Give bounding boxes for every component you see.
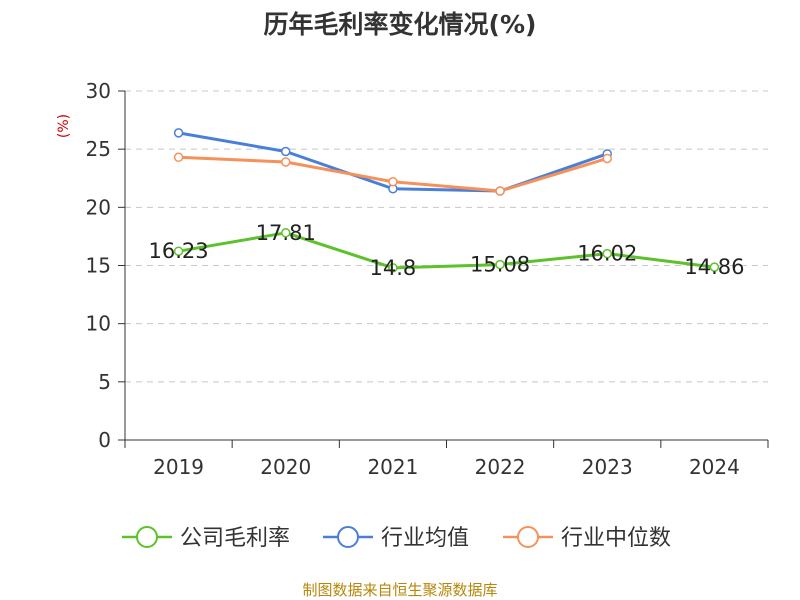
data-point (602, 153, 612, 164)
data-point (495, 259, 505, 270)
data-label: 17.81 (256, 221, 316, 245)
y-tick-label: 10 (86, 312, 111, 336)
data-point (388, 263, 398, 273)
y-tick-label: 30 (86, 79, 111, 103)
data-label: 15.08 (470, 253, 530, 277)
x-tick-label-2021: 2021 (367, 455, 418, 479)
data-point (709, 262, 720, 272)
data-point (602, 248, 612, 259)
data-labels: 16.23 17.81 14.8 15.08 16.02 14.86 (149, 221, 745, 280)
source-note: 制图数据来自恒生聚源数据库 (302, 581, 497, 599)
data-point (388, 176, 398, 187)
grid-lines (125, 90, 768, 383)
legend-label: 公司毛利率 (180, 526, 290, 551)
legend-label: 行业均值 (381, 526, 469, 551)
data-point (495, 186, 505, 196)
chart-title: 历年毛利率变化情况(%) (264, 10, 537, 39)
y-tick-label: 20 (86, 195, 111, 219)
x-tick-label-2022: 2022 (475, 455, 526, 479)
x-tick-label-2019: 2019 (153, 455, 204, 479)
axes: 0 5 10 15 20 25 30 2019 2020 2021 2022 2023 2024 (86, 79, 769, 479)
data-point (281, 146, 291, 157)
data-label: 14.86 (684, 255, 744, 279)
y-tick-label: 15 (86, 254, 111, 278)
x-tick-label-2020: 2020 (260, 455, 311, 479)
data-point (281, 228, 291, 238)
data-point (173, 128, 184, 138)
x-tick-label-2024: 2024 (689, 455, 740, 479)
y-tick-label: 0 (98, 428, 111, 452)
data-label: 14.8 (370, 256, 417, 280)
legend-marker (517, 526, 539, 548)
y-axis-label: (%) (56, 114, 72, 138)
data-point (173, 152, 184, 163)
data-point (281, 157, 291, 167)
series (173, 128, 720, 273)
legend-label: 行业中位数 (561, 526, 671, 551)
data-point (173, 246, 184, 256)
y-tick-label: 5 (98, 370, 111, 394)
legend-marker (136, 526, 158, 548)
data-label: 16.02 (577, 242, 637, 266)
y-tick-label: 25 (86, 137, 111, 161)
legend-marker (337, 526, 359, 548)
series-line-0 (178, 231, 715, 270)
data-label: 16.23 (149, 239, 209, 263)
legend: 公司毛利率 行业均值 行业中位数 (122, 526, 671, 551)
x-tick-label-2023: 2023 (582, 455, 633, 479)
